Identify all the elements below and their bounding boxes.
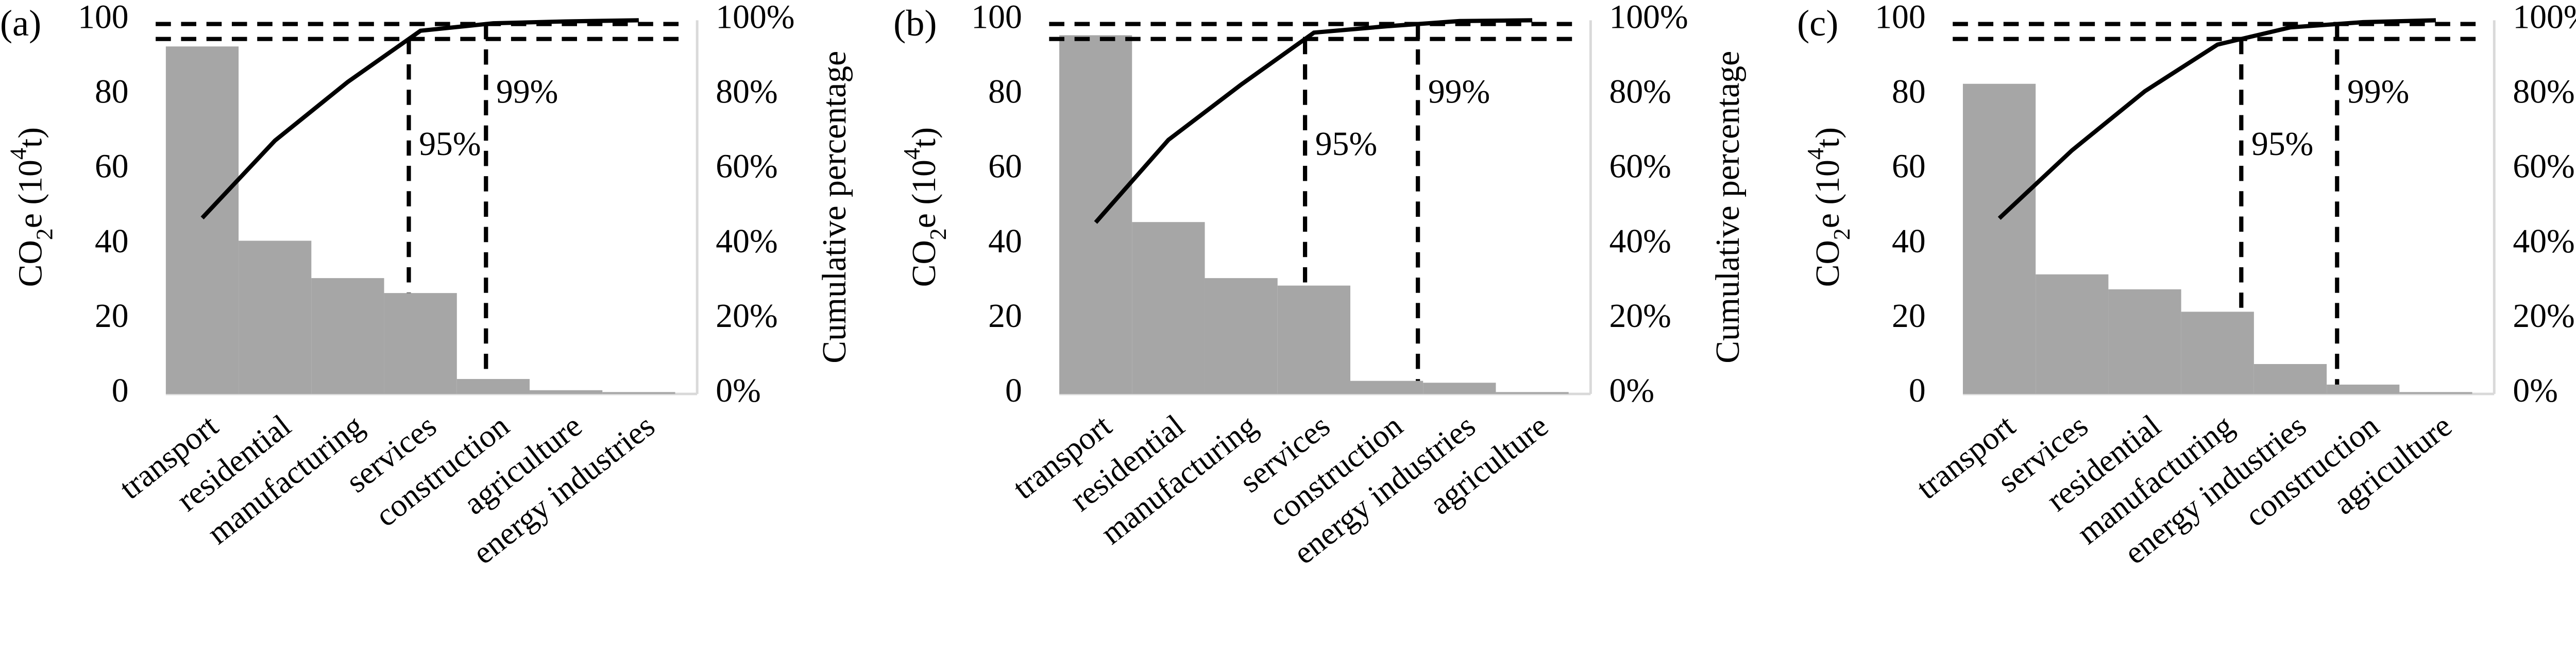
y-tick-label: 20 xyxy=(95,297,129,335)
y-tick-label: 80 xyxy=(988,73,1022,111)
y-axis-label-part: 2 xyxy=(925,228,951,240)
y2-tick-label: 60% xyxy=(2513,148,2574,185)
bar xyxy=(384,293,457,394)
cumulative-line xyxy=(1997,18,2436,220)
y-tick-label: 40 xyxy=(1892,222,1926,260)
y-tick-label: 20 xyxy=(988,297,1022,335)
threshold-label: 99% xyxy=(496,73,558,111)
y2-tick-label: 40% xyxy=(2513,222,2574,260)
y-axis-label: CO2e (104t) xyxy=(1802,127,1855,287)
y2-tick-label: 0% xyxy=(1609,372,1655,409)
y2-tick-label: 100% xyxy=(716,0,794,36)
panel-label: (a) xyxy=(0,3,41,44)
y2-tick-label: 20% xyxy=(716,297,777,335)
bar xyxy=(1423,383,1496,394)
cumulative-line xyxy=(1094,18,1533,224)
bar xyxy=(2253,364,2327,394)
panel-label: (b) xyxy=(893,3,937,44)
y2-axis-label: Cumulative percentage xyxy=(1709,51,1747,364)
bar xyxy=(239,240,312,394)
y-tick-label: 60 xyxy=(1892,148,1926,185)
y-tick-label: 80 xyxy=(1892,73,1926,111)
bar xyxy=(311,278,384,394)
panel: (b) 0 20 40 60 80 100 0% 20% 40% 60% 80% 100% CO2e (1… xyxy=(893,0,1747,571)
y2-tick-label: 40% xyxy=(1609,222,1671,260)
y-axis-label-part: CO xyxy=(12,240,49,287)
bar xyxy=(530,390,603,394)
y-axis-label-part: t) xyxy=(905,127,943,148)
y2-tick-label: 80% xyxy=(2513,73,2574,111)
bar xyxy=(2108,289,2181,394)
bar xyxy=(1496,392,1569,394)
bar xyxy=(1962,83,2036,394)
panel: (c) 0 20 40 60 80 100 0% 20% 40% 60% 80% 100% CO2e (1… xyxy=(1797,0,2576,571)
panel: (a) 0 20 40 60 80 100 0% 20% 40% 60% 80% 100% CO2e (1… xyxy=(0,0,853,571)
y-tick-label: 0 xyxy=(112,372,129,409)
y2-tick-label: 0% xyxy=(2513,372,2558,409)
bar xyxy=(1132,222,1205,394)
y-axis-label-part: 4 xyxy=(5,148,31,160)
y-axis-label-part: t) xyxy=(12,127,49,148)
y-axis-label: CO2e (104t) xyxy=(899,127,951,287)
panel-label: (c) xyxy=(1797,3,1838,44)
y-tick-label: 60 xyxy=(988,148,1022,185)
y-tick-label: 0 xyxy=(1005,372,1022,409)
bar xyxy=(1277,285,1350,394)
bar xyxy=(2181,312,2254,394)
y2-tick-label: 20% xyxy=(1609,297,1671,335)
y-axis-label-part: 4 xyxy=(1802,148,1828,160)
x-tick-label: transport xyxy=(1910,408,2022,506)
y2-tick-label: 100% xyxy=(1609,0,1688,36)
bar xyxy=(2327,384,2400,394)
y-axis-label-part: 4 xyxy=(899,148,925,160)
y-axis-label: CO2e (104t) xyxy=(5,127,58,287)
y-tick-label: 60 xyxy=(95,148,129,185)
bar xyxy=(1059,35,1132,394)
y-tick-label: 100 xyxy=(971,0,1022,36)
y-axis-label-part: e (10 xyxy=(1809,160,1846,228)
y2-tick-label: 20% xyxy=(2513,297,2574,335)
y2-axis-label: Cumulative percentage xyxy=(816,51,853,364)
cumulative-line xyxy=(200,18,639,220)
y-tick-label: 100 xyxy=(78,0,128,36)
bar xyxy=(456,379,530,394)
y-axis-label-part: CO xyxy=(905,240,943,287)
bar xyxy=(2399,392,2472,394)
bar xyxy=(1205,278,1278,394)
threshold-label: 95% xyxy=(2251,125,2313,163)
y-axis-label-part: 2 xyxy=(31,228,58,240)
y-axis-label-part: CO xyxy=(1809,240,1846,287)
threshold-label: 95% xyxy=(419,125,481,163)
y-axis-label-part: 2 xyxy=(1828,228,1855,240)
y2-tick-label: 60% xyxy=(716,148,777,185)
y-axis-label-part: e (10 xyxy=(905,160,943,228)
y-tick-label: 20 xyxy=(1892,297,1926,335)
bar xyxy=(1350,381,1423,394)
y-axis-label-part: t) xyxy=(1809,127,1846,148)
bar xyxy=(2036,274,2109,394)
y2-tick-label: 80% xyxy=(716,73,777,111)
y-tick-label: 100 xyxy=(1875,0,1925,36)
y2-tick-label: 80% xyxy=(1609,73,1671,111)
y-tick-label: 80 xyxy=(95,73,129,111)
y2-tick-label: 100% xyxy=(2513,0,2576,36)
threshold-label: 99% xyxy=(2347,73,2409,111)
y-axis-label-part: e (10 xyxy=(12,160,49,228)
y2-tick-label: 40% xyxy=(716,222,777,260)
threshold-label: 99% xyxy=(1428,73,1490,111)
bar xyxy=(602,392,675,394)
y-tick-label: 0 xyxy=(1909,372,1926,409)
threshold-label: 95% xyxy=(1315,125,1377,163)
bar xyxy=(165,46,239,394)
y2-tick-label: 60% xyxy=(1609,148,1671,185)
y2-tick-label: 0% xyxy=(716,372,761,409)
y-tick-label: 40 xyxy=(988,222,1022,260)
y-tick-label: 40 xyxy=(95,222,129,260)
